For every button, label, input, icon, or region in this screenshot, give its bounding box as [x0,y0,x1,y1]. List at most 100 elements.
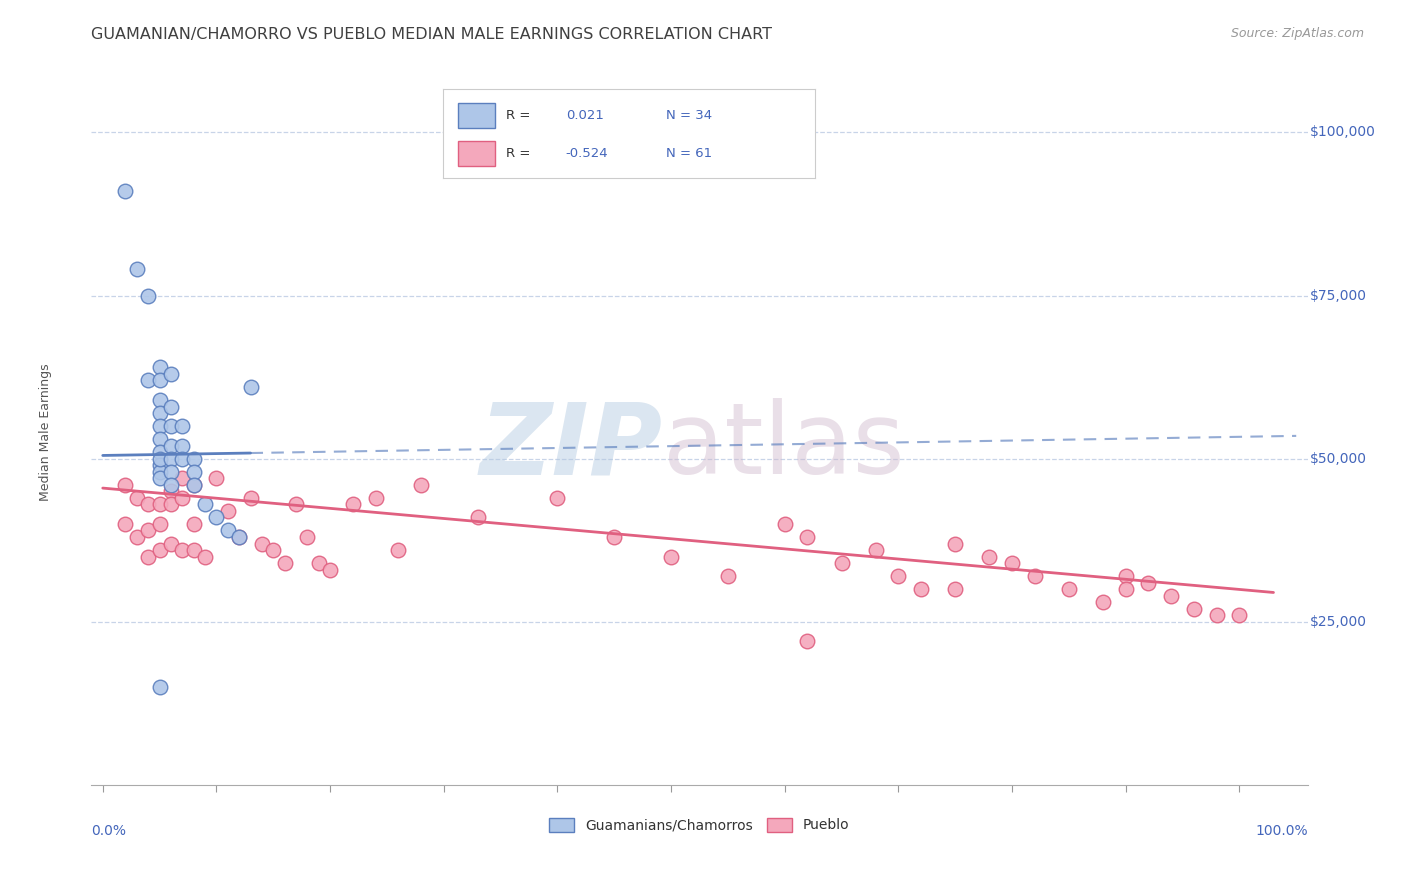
Point [136,549,159,564]
Point [149,458,172,473]
Point [364,491,387,505]
Point [796,530,818,544]
Point [160,465,183,479]
Legend: Guamanians/Chamorros, Pueblo: Guamanians/Chamorros, Pueblo [544,812,855,838]
Point [114,516,136,531]
Point [1091,595,1114,609]
Point [172,419,194,434]
Point [149,543,172,558]
Text: atlas: atlas [664,398,904,495]
Point [1024,569,1046,583]
Point [149,406,172,420]
Text: GUAMANIAN/CHAMORRO VS PUEBLO MEDIAN MALE EARNINGS CORRELATION CHART: GUAMANIAN/CHAMORRO VS PUEBLO MEDIAN MALE… [91,27,772,42]
Point [194,549,217,564]
Text: $50,000: $50,000 [1310,451,1367,466]
Text: Median Male Earnings: Median Male Earnings [39,364,52,501]
Point [273,556,295,570]
Text: $100,000: $100,000 [1310,126,1376,139]
Point [1205,608,1227,623]
Point [205,510,228,524]
Point [114,478,136,492]
Point [136,497,159,511]
Bar [458,103,495,128]
Point [308,556,330,570]
Point [228,530,250,544]
Point [205,471,228,485]
Point [796,634,818,648]
Point [160,367,183,381]
Bar [458,141,495,166]
Point [136,524,159,538]
Point [239,380,262,394]
Point [319,563,342,577]
Point [160,536,183,550]
Point [125,491,148,505]
Point [149,471,172,485]
Point [943,582,966,597]
Point [183,478,205,492]
Point [114,184,136,198]
Point [149,680,172,694]
Text: Source: ZipAtlas.com: Source: ZipAtlas.com [1230,27,1364,40]
Point [387,543,409,558]
Point [172,543,194,558]
Point [136,288,159,302]
Point [943,536,966,550]
Point [149,360,172,375]
Point [183,465,205,479]
Text: $25,000: $25,000 [1310,615,1367,629]
Point [149,432,172,446]
Point [659,549,682,564]
Text: 100.0%: 100.0% [1256,823,1308,838]
Point [172,491,194,505]
Point [149,373,172,387]
Point [546,491,568,505]
Point [1137,575,1160,590]
Point [773,516,796,531]
Point [717,569,740,583]
Point [149,465,172,479]
Text: N = 34: N = 34 [666,109,713,121]
Point [149,516,172,531]
Text: R =: R = [506,147,530,160]
Point [136,373,159,387]
Point [149,392,172,407]
Point [342,497,364,511]
Point [125,530,148,544]
Point [1182,601,1205,615]
Point [1057,582,1080,597]
Point [149,419,172,434]
Point [149,445,172,459]
Point [1227,608,1250,623]
Point [228,530,250,544]
Point [125,262,148,277]
Point [887,569,910,583]
Point [183,543,205,558]
Text: $75,000: $75,000 [1310,289,1367,302]
Text: R =: R = [506,109,530,121]
Point [160,439,183,453]
Point [149,497,172,511]
Point [409,478,432,492]
Point [172,471,194,485]
Text: -0.524: -0.524 [565,147,609,160]
Point [1160,589,1182,603]
Text: ZIP: ZIP [479,398,664,495]
Point [262,543,284,558]
Point [160,497,183,511]
Point [1001,556,1024,570]
Point [250,536,273,550]
Point [160,419,183,434]
Point [160,400,183,414]
Point [160,478,183,492]
Point [1115,582,1137,597]
Point [172,439,194,453]
Point [831,556,853,570]
Point [1115,569,1137,583]
Point [183,451,205,466]
Point [149,451,172,466]
Point [603,530,626,544]
Point [239,491,262,505]
Point [217,524,239,538]
Point [172,451,194,466]
